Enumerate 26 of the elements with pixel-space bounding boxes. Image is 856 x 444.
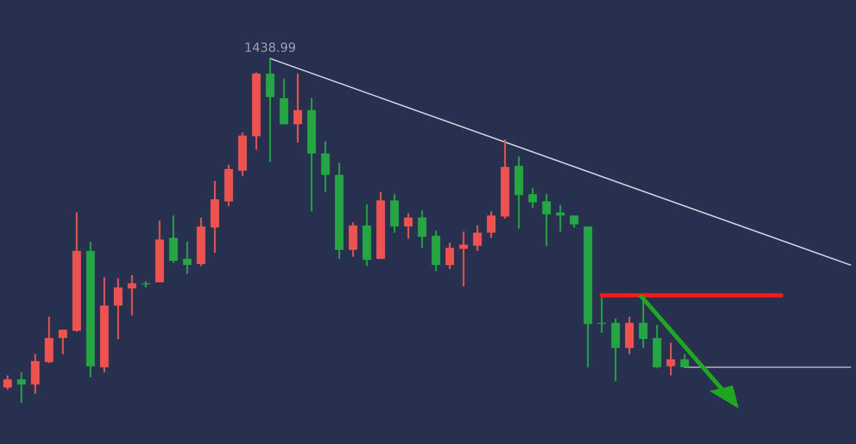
candlestick — [556, 204, 565, 232]
candlestick — [3, 374, 12, 390]
candlestick — [128, 274, 136, 316]
candlestick — [597, 296, 606, 334]
candlestick — [542, 193, 551, 247]
candlestick — [473, 224, 482, 252]
candlestick — [666, 342, 676, 376]
candlestick — [293, 72, 302, 144]
candlestick — [638, 298, 648, 349]
candlestick — [404, 212, 413, 240]
candlestick — [114, 277, 122, 340]
candlestick — [528, 187, 537, 210]
text: 1438.99 — [246, 42, 296, 52]
candlestick — [680, 353, 689, 368]
candlestick — [58, 328, 68, 355]
candlestick — [182, 240, 192, 275]
candlestick — [17, 372, 26, 404]
candlestick — [169, 214, 178, 264]
candlestick — [486, 210, 496, 239]
candlestick — [570, 214, 578, 228]
candlestick — [321, 140, 330, 193]
candlestick — [459, 230, 468, 288]
candlestick — [418, 209, 426, 249]
candlestick — [445, 242, 454, 270]
candlestick — [266, 58, 274, 163]
candlestick — [30, 353, 40, 395]
